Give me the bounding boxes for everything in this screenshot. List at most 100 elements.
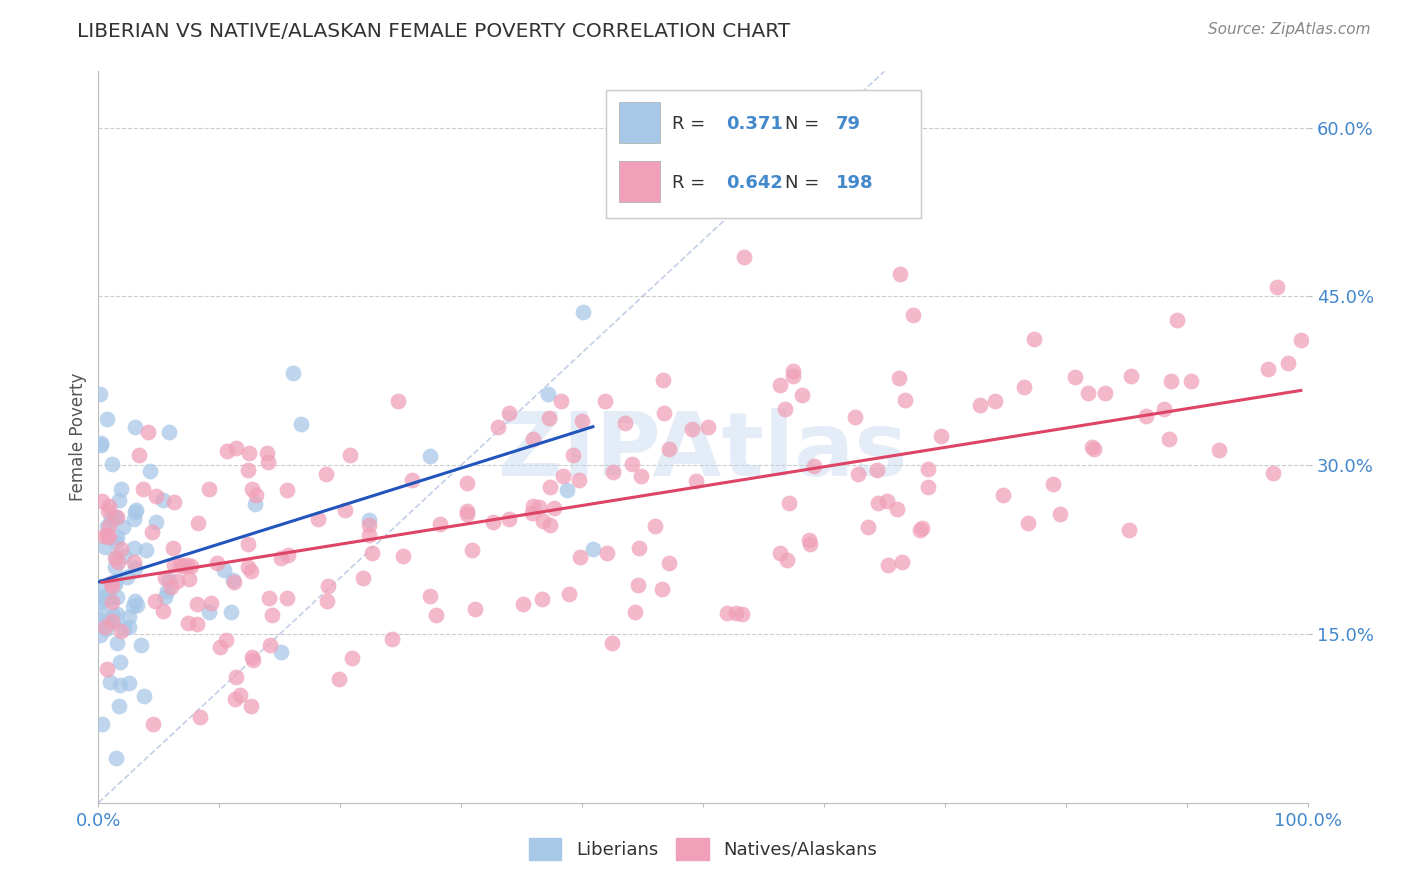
- Point: [773, 402, 796, 417]
- Point: [219, 605, 242, 619]
- Point: [335, 503, 357, 517]
- Point: [259, 638, 281, 652]
- Point: [270, 550, 292, 565]
- Point: [1166, 313, 1188, 327]
- Point: [538, 479, 561, 493]
- Point: [696, 420, 718, 434]
- Point: [101, 608, 124, 623]
- Point: [186, 616, 208, 631]
- Point: [658, 556, 681, 570]
- Point: [1180, 375, 1202, 389]
- Point: [360, 546, 382, 560]
- Point: [456, 508, 478, 522]
- Point: [733, 250, 755, 264]
- Point: [110, 541, 132, 556]
- Point: [593, 393, 616, 408]
- Point: [93, 592, 115, 607]
- Point: [290, 417, 312, 432]
- Point: [186, 598, 208, 612]
- Point: [886, 502, 908, 516]
- Point: [681, 422, 703, 436]
- Point: [101, 579, 124, 593]
- Point: [357, 528, 380, 542]
- Point: [569, 549, 592, 564]
- Point: [716, 607, 738, 621]
- Point: [212, 563, 235, 577]
- Point: [1081, 440, 1104, 454]
- Point: [97, 530, 120, 544]
- Point: [512, 597, 534, 611]
- Point: [124, 505, 146, 519]
- Point: [425, 607, 447, 622]
- Point: [176, 615, 198, 630]
- Point: [339, 448, 361, 462]
- Point: [731, 607, 754, 621]
- Legend: Liberians, Natives/Alaskans: Liberians, Natives/Alaskans: [522, 830, 884, 867]
- Point: [1257, 362, 1279, 376]
- Point: [127, 598, 149, 612]
- Point: [543, 501, 565, 516]
- Point: [108, 493, 131, 508]
- Y-axis label: Female Poverty: Female Poverty: [69, 373, 87, 501]
- Point: [1289, 333, 1312, 347]
- Point: [124, 593, 146, 607]
- Point: [1208, 442, 1230, 457]
- Point: [779, 495, 801, 509]
- Point: [208, 640, 231, 654]
- Point: [96, 412, 118, 426]
- Point: [124, 555, 146, 569]
- Point: [118, 620, 141, 634]
- Point: [215, 443, 238, 458]
- Point: [104, 574, 127, 588]
- Point: [98, 615, 121, 629]
- Point: [163, 558, 186, 573]
- Point: [104, 559, 127, 574]
- Point: [1157, 432, 1180, 446]
- Point: [124, 420, 146, 434]
- Point: [537, 387, 560, 401]
- Point: [456, 476, 478, 491]
- Point: [172, 558, 194, 573]
- Point: [401, 473, 423, 487]
- Point: [179, 572, 201, 586]
- Point: [498, 407, 520, 421]
- Point: [537, 411, 560, 425]
- Point: [481, 515, 503, 529]
- Point: [159, 573, 181, 587]
- Point: [89, 612, 111, 626]
- Point: [776, 553, 799, 567]
- Point: [522, 432, 544, 446]
- Point: [1077, 386, 1099, 401]
- Point: [142, 716, 165, 731]
- Point: [156, 584, 179, 599]
- Point: [582, 541, 605, 556]
- Point: [145, 593, 167, 607]
- Point: [110, 482, 132, 496]
- Point: [169, 558, 191, 573]
- Point: [118, 676, 141, 690]
- Point: [103, 511, 125, 525]
- Point: [105, 530, 128, 544]
- Point: [89, 386, 111, 401]
- Point: [101, 614, 124, 628]
- Point: [969, 398, 991, 412]
- Point: [153, 571, 176, 585]
- Point: [224, 691, 246, 706]
- Point: [100, 595, 122, 609]
- Text: LIBERIAN VS NATIVE/ALASKAN FEMALE POVERTY CORRELATION CHART: LIBERIAN VS NATIVE/ALASKAN FEMALE POVERT…: [77, 22, 790, 41]
- Point: [236, 537, 259, 551]
- Point: [90, 436, 112, 450]
- Text: ZIPAtlas: ZIPAtlas: [498, 409, 908, 495]
- Point: [557, 587, 579, 601]
- Point: [105, 550, 128, 565]
- Point: [357, 513, 380, 527]
- Point: [1265, 279, 1288, 293]
- Point: [1119, 369, 1142, 384]
- Point: [104, 535, 127, 549]
- Point: [464, 602, 486, 616]
- Point: [461, 543, 484, 558]
- Point: [627, 541, 650, 555]
- Point: [91, 716, 114, 731]
- Point: [342, 651, 364, 665]
- Point: [984, 393, 1007, 408]
